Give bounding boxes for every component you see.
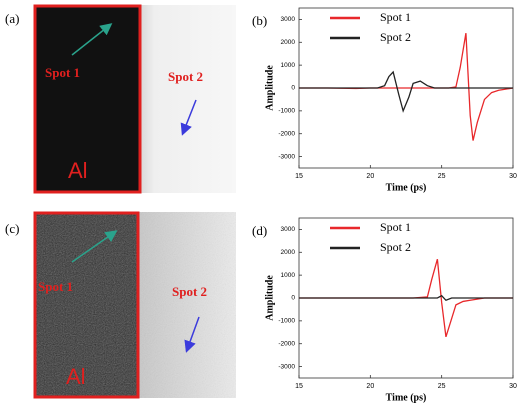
image-panel-a bbox=[33, 4, 236, 194]
y-axis-label: Amplitude bbox=[264, 275, 275, 321]
x-tick-label: 20 bbox=[366, 173, 374, 180]
x-tick-label: 25 bbox=[438, 173, 446, 180]
material-label: Al bbox=[66, 364, 86, 389]
y-tick-label: -1000 bbox=[278, 108, 295, 115]
x-tick-label: 15 bbox=[295, 383, 303, 390]
legend-label: Spot 2 bbox=[380, 30, 411, 44]
y-tick-label: 3000 bbox=[281, 226, 296, 233]
material-label: Al bbox=[68, 158, 88, 183]
spot-label: Spot 2 bbox=[172, 284, 207, 299]
x-tick-label: 15 bbox=[295, 173, 303, 180]
x-tick-label: 30 bbox=[509, 173, 517, 180]
x-tick-label: 30 bbox=[509, 383, 517, 390]
y-tick-label: -3000 bbox=[278, 153, 295, 160]
x-tick-label: 20 bbox=[366, 383, 374, 390]
panel-label: (c) bbox=[5, 221, 19, 236]
light-region bbox=[140, 5, 236, 193]
y-tick-label: 0 bbox=[291, 85, 295, 92]
panel-label: (a) bbox=[5, 11, 19, 26]
y-tick-label: -3000 bbox=[278, 363, 295, 370]
x-axis-label: Time (ps) bbox=[386, 182, 427, 193]
arrow bbox=[71, 230, 118, 263]
spot-label: Spot 1 bbox=[45, 65, 80, 80]
dark-region bbox=[33, 4, 142, 194]
y-tick-label: 2000 bbox=[281, 39, 296, 46]
y-tick-label: -2000 bbox=[278, 340, 295, 347]
series-line bbox=[299, 294, 513, 302]
y-tick-label: 1000 bbox=[281, 62, 296, 69]
panel-texts: (a) Spot 1 Spot 2 Al (c) Spot 1 Spot 2 A… bbox=[5, 11, 207, 389]
y-tick-label: 0 bbox=[291, 295, 295, 302]
spot-label: Spot 1 bbox=[38, 279, 73, 294]
y-tick-label: 2000 bbox=[281, 249, 296, 256]
series-line bbox=[299, 70, 513, 113]
y-tick-label: -2000 bbox=[278, 130, 295, 137]
light-region bbox=[138, 212, 236, 398]
arrow bbox=[180, 99, 197, 136]
dark-region bbox=[35, 213, 138, 397]
series-line bbox=[299, 33, 514, 141]
arrow bbox=[184, 316, 200, 353]
panel-label: (d) bbox=[252, 223, 267, 238]
panel-label: (b) bbox=[252, 13, 267, 28]
y-tick-label: -1000 bbox=[278, 318, 295, 325]
x-axis-label: Time (ps) bbox=[386, 392, 427, 403]
legend-label: Spot 1 bbox=[380, 10, 411, 24]
x-tick-label: 25 bbox=[438, 383, 446, 390]
legend-label: Spot 2 bbox=[380, 240, 411, 254]
y-tick-label: 3000 bbox=[281, 16, 296, 23]
spot-label: Spot 2 bbox=[168, 69, 203, 84]
legend-label: Spot 1 bbox=[380, 220, 411, 234]
y-tick-label: 1000 bbox=[281, 272, 296, 279]
y-axis-label: Amplitude bbox=[264, 65, 275, 111]
region-border bbox=[33, 211, 140, 399]
arrow bbox=[71, 23, 113, 56]
image-panel-c bbox=[33, 211, 236, 399]
